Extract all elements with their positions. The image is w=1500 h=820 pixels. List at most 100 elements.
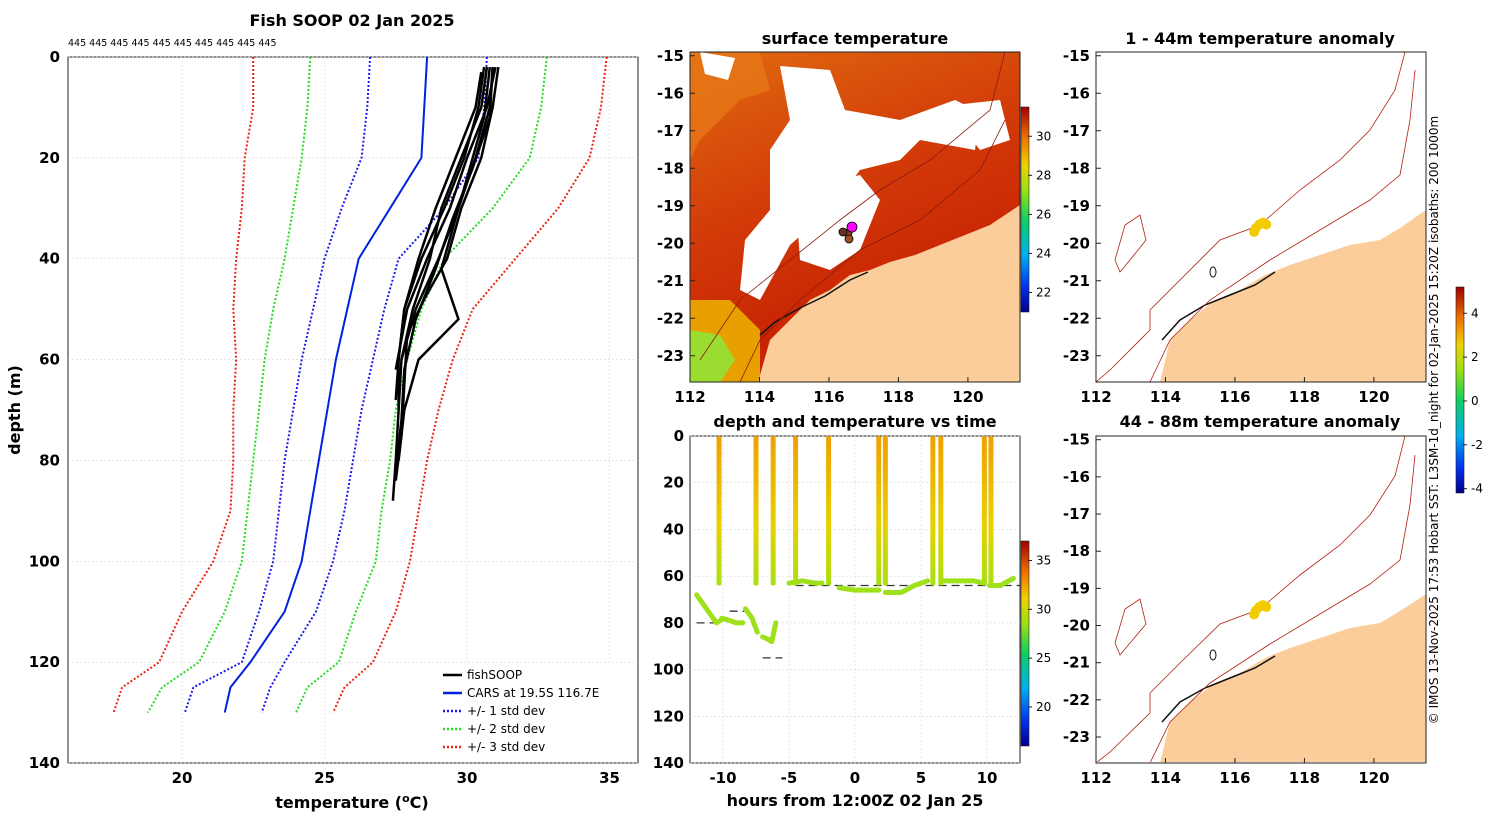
y-tick-label: -18 xyxy=(1063,542,1090,560)
y-tick-label: -19 xyxy=(1063,197,1090,215)
ts-x-label: hours from 12:00Z 02 Jan 25 xyxy=(727,791,984,810)
fish-profile-line xyxy=(394,66,497,370)
cast-trace xyxy=(716,436,722,586)
y-tick-label: 80 xyxy=(39,451,60,469)
y-tick-label: 20 xyxy=(663,474,684,492)
std1-lower-line xyxy=(183,56,372,713)
x-tick-label: 116 xyxy=(1219,769,1250,787)
anomaly-bottom-panel: 44 - 88m temperature anomaly 112 114 116 11… xyxy=(1063,412,1427,787)
y-tick-label: 140 xyxy=(29,754,60,772)
x-tick-label: 114 xyxy=(1150,388,1181,406)
colorbar-label: -2 xyxy=(1471,438,1483,452)
bottom-trace xyxy=(836,585,882,593)
y-tick-label: -17 xyxy=(1063,505,1090,523)
x-label-unit: C) xyxy=(410,793,429,812)
sst-panel: surface temperature 112 114 116 118 120 -15 -1… xyxy=(657,29,1051,406)
anomaly-point xyxy=(1261,601,1272,612)
y-tick-label: -19 xyxy=(1063,579,1090,597)
colorbar-label: 2 xyxy=(1471,350,1479,364)
profile-cars-line xyxy=(223,56,429,713)
x-tick-label: 112 xyxy=(1080,769,1111,787)
sst-cast-dot xyxy=(838,227,848,237)
y-tick-label: 140 xyxy=(653,754,684,772)
anomaly-point xyxy=(1249,609,1260,620)
sst-map xyxy=(690,52,1020,382)
cast-trace xyxy=(876,436,882,586)
y-tick-label: 0 xyxy=(50,48,60,66)
anom2-title: 44 - 88m temperature anomaly xyxy=(1120,412,1401,431)
y-tick-label: -18 xyxy=(1063,159,1090,177)
y-tick-label: -16 xyxy=(1063,84,1090,102)
anom1-island xyxy=(1209,266,1217,278)
anom1-title: 1 - 44m temperature anomaly xyxy=(1125,29,1395,48)
x-tick-label: 20 xyxy=(172,769,193,787)
y-tick-label: -20 xyxy=(657,234,684,252)
x-label-degree: o xyxy=(402,792,410,805)
anomaly-point xyxy=(1249,227,1260,237)
anomaly-top-panel: 1 - 44m temperature anomaly 112 114 116 118… xyxy=(1063,29,1427,406)
fish-profile-line xyxy=(400,66,489,360)
colorbar-label: 30 xyxy=(1036,602,1051,616)
y-tick-label: -16 xyxy=(657,84,684,102)
cast-trace xyxy=(753,436,759,586)
y-tick-label: -15 xyxy=(657,47,684,65)
y-tick-label: -21 xyxy=(657,272,684,290)
legend-std2: +/- 2 std dev xyxy=(467,722,545,736)
colorbar-label: 35 xyxy=(1036,554,1051,568)
legend-box xyxy=(436,662,636,760)
x-tick-label: 30 xyxy=(457,769,478,787)
profile-top-label: 445 445 445 445 445 445 445 445 445 445 xyxy=(68,38,277,49)
x-tick-label: 25 xyxy=(314,769,335,787)
x-tick-label: 35 xyxy=(599,769,620,787)
profile-legend: fishSOOP CARS at 19.5S 116.7E +/- 1 std … xyxy=(436,662,636,760)
anom2-island xyxy=(1209,649,1217,661)
profile-tick-labels: 20 25 30 35 0 20 40 60 80 100 120 140 xyxy=(29,48,620,787)
anom2-tick-labels: 112 114 116 118 120 -15 -16 -17 -18 -19 -20 -21 -22 -… xyxy=(1063,431,1390,787)
ts-data xyxy=(694,436,1020,659)
profile-y-label: depth (m) xyxy=(5,365,24,455)
cast-trace xyxy=(826,436,832,586)
anom2-isobath-1000 xyxy=(1096,436,1406,762)
x-tick-label: 120 xyxy=(952,388,983,406)
fish-profile-line xyxy=(391,66,494,501)
y-tick-label: 120 xyxy=(29,653,60,671)
sst-title: surface temperature xyxy=(762,29,949,48)
x-label-text: temperature ( xyxy=(275,793,402,812)
y-tick-label: 120 xyxy=(653,707,684,725)
sst-colorbar xyxy=(1020,106,1030,313)
anom2-axes-box xyxy=(1095,435,1427,764)
colorbar-label: 30 xyxy=(1036,129,1051,143)
std2-upper-line xyxy=(295,56,548,713)
anom2-island-shelf xyxy=(1114,598,1147,656)
bottom-trace xyxy=(742,606,760,635)
anomaly-colorbar xyxy=(1455,286,1465,494)
cast-trace xyxy=(770,436,776,586)
cars-mean-line xyxy=(223,56,429,713)
sst-colorbar-ticks: 22 24 26 28 30 xyxy=(1028,129,1051,299)
y-tick-label: -23 xyxy=(1063,728,1090,746)
sst-cloud-c xyxy=(945,100,1010,150)
side-credit: © IMOS 13-Nov-2025 17:53 Hobart SST: L3S… xyxy=(1427,116,1441,724)
colorbar-label: -4 xyxy=(1471,482,1483,496)
bottom-trace xyxy=(987,575,1016,588)
sst-green-patch xyxy=(690,330,735,382)
cast-trace xyxy=(882,436,888,586)
y-tick-label: -22 xyxy=(657,309,684,327)
x-tick-label: 114 xyxy=(1150,769,1181,787)
y-tick-label: -15 xyxy=(1063,47,1090,65)
colorbar-label: 25 xyxy=(1036,651,1051,665)
anom1-tick-labels: 112 114 116 118 120 -15 -16 -17 -18 -19 -20 -21 -22 -… xyxy=(1063,47,1390,406)
y-tick-label: -20 xyxy=(1063,617,1090,635)
y-tick-label: 40 xyxy=(39,250,60,268)
colorbar-label: 28 xyxy=(1036,168,1051,182)
timeseries-panel: depth and temperature vs time -10 -5 0 5 100… xyxy=(653,412,1052,810)
anom1-land xyxy=(1160,210,1426,382)
profile-grid xyxy=(68,56,638,764)
std1-upper-line xyxy=(260,56,488,713)
x-tick-label: -10 xyxy=(709,769,736,787)
profile-axes-box xyxy=(67,56,639,764)
y-tick-label: -23 xyxy=(657,347,684,365)
anom2-coast xyxy=(1161,655,1276,723)
x-tick-label: 120 xyxy=(1358,388,1389,406)
